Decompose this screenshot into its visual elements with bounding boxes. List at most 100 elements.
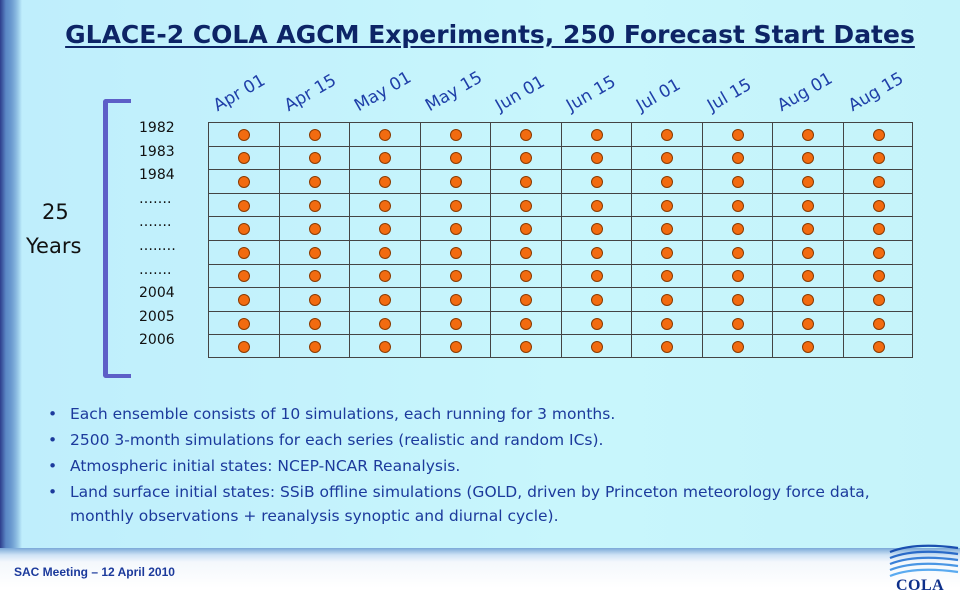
forecast-start-dot — [308, 199, 321, 212]
forecast-start-dot — [379, 152, 392, 165]
forecast-start-dot — [379, 128, 392, 141]
forecast-start-dot — [520, 223, 533, 236]
start-date-text: May 01 — [351, 67, 415, 116]
forecast-start-dot — [872, 223, 885, 236]
year-row-label: 2006 — [139, 332, 175, 349]
forecast-start-dot — [731, 176, 744, 188]
grid-column-divider — [490, 123, 491, 357]
forecast-start-dot — [308, 176, 321, 188]
forecast-start-dot — [802, 223, 815, 236]
forecast-start-dot — [802, 317, 815, 330]
forecast-start-dot — [308, 152, 321, 165]
forecast-start-dot — [449, 176, 462, 188]
forecast-start-dot — [661, 199, 674, 212]
forecast-start-dot — [731, 199, 744, 212]
forecast-start-dot — [872, 317, 885, 330]
start-date-text: Apr 15 — [280, 70, 340, 116]
bullet-icon: • — [48, 483, 58, 501]
forecast-start-dot — [449, 128, 462, 141]
forecast-start-dot — [238, 246, 251, 259]
forecast-start-dot — [872, 246, 885, 259]
year-row-label: …..… — [139, 238, 176, 254]
bullet-text: Each ensemble consists of 10 simulations… — [70, 405, 616, 423]
bullet-list: • Each ensemble consists of 10 simulation… — [46, 402, 926, 530]
forecast-start-dot — [238, 317, 251, 330]
bullet-text: Land surface initial states: SSiB offlin… — [70, 483, 870, 525]
forecast-start-dot — [661, 246, 674, 259]
year-row-label: 2004 — [139, 285, 175, 302]
forecast-start-dot — [308, 317, 321, 330]
forecast-start-dot — [379, 341, 392, 354]
footer-text: SAC Meeting – 12 April 2010 — [14, 565, 175, 579]
cola-logo-text: COLA — [896, 577, 945, 594]
forecast-start-dot — [379, 294, 392, 306]
grid-column-divider — [842, 123, 844, 357]
start-date-text: Jul 01 — [633, 74, 685, 116]
forecast-start-dot — [520, 270, 533, 283]
forecast-start-dot — [238, 270, 251, 283]
forecast-start-dot — [802, 199, 815, 212]
forecast-start-dot — [379, 176, 392, 188]
forecast-start-dot — [802, 341, 815, 354]
forecast-start-dot — [731, 246, 744, 259]
cola-logo-waves-icon — [889, 544, 959, 578]
forecast-start-dot — [872, 199, 885, 212]
forecast-start-dot — [308, 223, 321, 236]
start-date-text: Aug 15 — [844, 68, 907, 116]
year-row-label: ……. — [139, 190, 172, 207]
forecast-start-dot — [661, 152, 674, 165]
forecast-start-dot — [449, 341, 462, 354]
year-row-label: 1984 — [139, 167, 175, 184]
forecast-start-dot — [449, 152, 462, 165]
forecast-start-dot — [449, 270, 462, 283]
forecast-start-dot — [520, 152, 533, 165]
forecast-start-dot — [590, 223, 603, 236]
forecast-start-dot — [520, 246, 533, 259]
forecast-start-dot — [308, 341, 321, 354]
bullet-item: • 2500 3-month simulations for each serie… — [46, 428, 926, 452]
forecast-start-dot — [802, 152, 815, 165]
forecast-start-dot — [802, 246, 815, 259]
forecast-start-dot — [379, 270, 392, 283]
years-bracket — [103, 99, 131, 378]
forecast-start-dot — [661, 341, 674, 354]
left-edge-shade — [0, 0, 22, 600]
bullet-text: Atmospheric initial states: NCEP-NCAR Re… — [70, 457, 461, 475]
grid-column-divider — [631, 123, 632, 357]
forecast-start-dot — [590, 246, 603, 259]
forecast-start-dot — [308, 128, 321, 141]
forecast-start-dot — [731, 128, 744, 141]
forecast-start-dot — [308, 270, 321, 283]
forecast-start-dot — [661, 176, 674, 188]
forecast-start-dot — [238, 152, 251, 165]
forecast-start-dot — [379, 317, 392, 330]
forecast-start-dot — [731, 223, 744, 236]
forecast-start-dot — [520, 199, 533, 212]
forecast-start-dot — [590, 199, 603, 212]
forecast-start-dot — [238, 128, 251, 141]
forecast-start-dot — [731, 294, 744, 306]
forecast-start-dot — [520, 294, 533, 306]
forecast-start-dot — [661, 294, 674, 306]
forecast-start-dot — [238, 176, 251, 188]
forecast-start-dot — [449, 223, 462, 236]
forecast-start-dot — [731, 317, 744, 330]
forecast-start-dot — [590, 317, 603, 330]
forecast-start-dot — [590, 152, 603, 165]
bullet-icon: • — [48, 431, 58, 449]
grid-column-divider — [560, 123, 562, 357]
start-date-text: Jul 15 — [703, 74, 755, 116]
forecast-start-dot — [731, 152, 744, 165]
forecast-start-dot — [590, 294, 603, 306]
bullet-item: • Each ensemble consists of 10 simulation… — [46, 402, 926, 426]
start-date-text: Jun 01 — [492, 71, 549, 116]
year-row-label: 1983 — [139, 143, 175, 160]
forecast-start-dot — [520, 317, 533, 330]
forecast-start-dot — [238, 223, 251, 236]
forecast-start-dot — [872, 152, 885, 165]
forecast-start-dot — [872, 270, 885, 283]
forecast-start-dot — [872, 341, 885, 354]
forecast-start-dot — [802, 128, 815, 141]
forecast-start-dot — [379, 223, 392, 236]
forecast-start-dot — [661, 270, 674, 283]
